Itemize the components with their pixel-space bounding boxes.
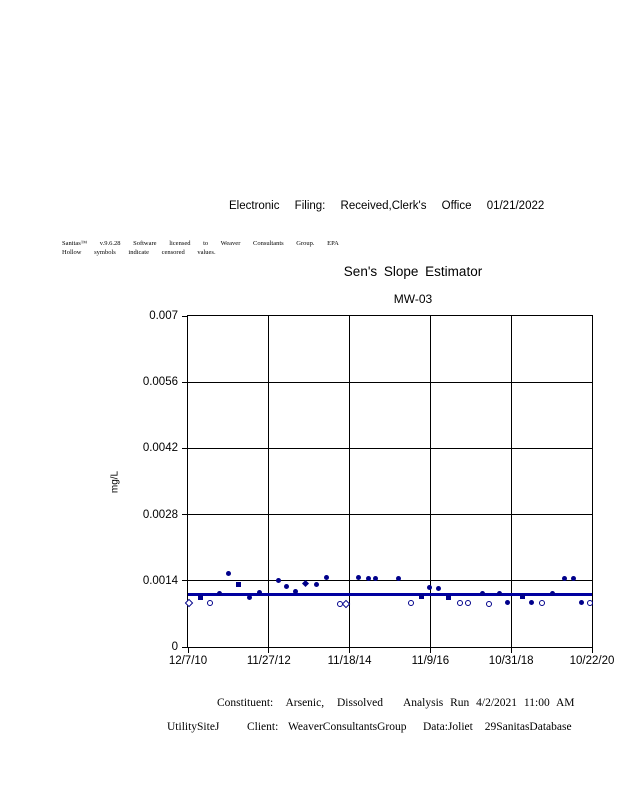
- x-tick-label: 11/9/16: [411, 655, 450, 667]
- y-axis-tick: [182, 381, 188, 383]
- y-tick-label: 0.0056: [142, 376, 178, 389]
- x-axis-tick: [268, 647, 270, 653]
- data-point-filled-circle: [257, 589, 263, 595]
- data-point-filled-circle: [396, 576, 402, 582]
- data-point-filled-circle: [276, 577, 282, 583]
- data-point-filled-square: [419, 594, 425, 600]
- y-tick-label: 0.0042: [142, 442, 178, 455]
- data-point-filled-circle: [314, 581, 320, 587]
- data-point-filled-circle: [578, 599, 584, 605]
- x-gridline: [349, 316, 351, 647]
- fine-print-line-1: Sanitas™ v.9.6.28 Software licensed to W…: [62, 240, 339, 247]
- sens-slope-plot-area: Sen's Slope Estimator MW-03 mg/L 0 0.0014…: [110, 264, 615, 667]
- y-axis-tick: [182, 580, 188, 582]
- data-point-filled-circle: [284, 583, 290, 589]
- y-axis-tick: [182, 447, 188, 449]
- fine-print-line-2: Hollow symbols indicate censored values.: [62, 249, 216, 256]
- x-axis-tick: [187, 647, 189, 653]
- x-gridline: [510, 316, 512, 647]
- data-point-filled-circle: [373, 576, 379, 582]
- data-point-filled-circle: [496, 590, 502, 596]
- y-axis-tick: [182, 514, 188, 516]
- data-point-filled-circle: [561, 576, 567, 582]
- analysis-run-text: Analysis Run 4/2/2021 11:00 AM: [403, 697, 575, 709]
- x-axis-tick: [510, 647, 512, 653]
- data-point-filled-circle: [436, 586, 442, 592]
- x-tick-label: 10/31/18: [488, 655, 534, 667]
- data-point-filled-circle: [529, 599, 535, 605]
- x-tick-label: 10/22/20: [569, 655, 615, 667]
- data-point-hollow-circle: [407, 599, 414, 606]
- data-point-filled-circle: [570, 576, 576, 582]
- sen-trend-line: [188, 592, 592, 596]
- data-point-filled-circle: [479, 590, 485, 596]
- data-point-filled-square: [197, 595, 203, 601]
- data-point-filled-square: [236, 581, 242, 587]
- chart-subtitle-well-id: MW-03: [393, 292, 433, 306]
- data-point-filled-circle: [247, 595, 253, 601]
- electronic-filing-header: Electronic Filing: Received,Clerk's Offi…: [229, 200, 545, 212]
- data-point-filled-circle: [323, 575, 329, 581]
- chart-title: Sen's Slope Estimator: [343, 264, 483, 279]
- x-axis-tick: [349, 647, 351, 653]
- data-point-filled-circle: [366, 576, 372, 582]
- data-point-filled-circle: [505, 599, 511, 605]
- y-gridline: [188, 447, 592, 449]
- data-point-hollow-diamond: [184, 598, 193, 607]
- data-point-hollow-circle: [456, 599, 463, 606]
- site-text: UtilitySiteJ: [167, 721, 220, 733]
- data-point-hollow-circle: [486, 600, 493, 607]
- constituent-text: Constituent: Arsenic, Dissolved: [217, 697, 383, 709]
- software-fine-print: Sanitas™ v.9.6.28 Software licensed to W…: [62, 239, 339, 257]
- data-point-filled-circle: [292, 588, 298, 594]
- data-point-filled-circle: [226, 571, 232, 577]
- data-point-hollow-circle: [465, 599, 472, 606]
- data-point-filled-square: [445, 595, 451, 601]
- data-point-filled-square: [519, 594, 525, 600]
- y-gridline: [188, 514, 592, 516]
- data-point-hollow-circle: [207, 599, 214, 606]
- data-point-filled-circle: [216, 590, 222, 596]
- data-point-filled-circle: [355, 575, 361, 581]
- y-tick-label: 0.0014: [142, 574, 178, 587]
- x-gridline: [268, 316, 270, 647]
- y-tick-label: 0.0028: [142, 508, 178, 521]
- x-tick-label: 11/27/12: [246, 655, 291, 667]
- y-gridline: [188, 580, 592, 582]
- x-tick-label: 11/18/14: [327, 655, 372, 667]
- x-axis-tick: [591, 647, 593, 653]
- data-point-hollow-circle: [539, 599, 546, 606]
- x-axis-tick: [429, 647, 431, 653]
- data-point-filled-circle: [550, 590, 556, 596]
- y-gridline: [188, 381, 592, 383]
- y-axis-tick: [182, 646, 188, 648]
- data-source-text: Data:Joliet 29SanitasDatabase: [423, 721, 572, 733]
- y-axis-label: mg/L: [109, 470, 121, 493]
- y-tick-label: 0.007: [149, 310, 178, 322]
- y-tick-label: 0: [171, 641, 178, 653]
- data-point-filled-circle: [427, 585, 433, 591]
- data-point-hollow-circle: [587, 599, 594, 606]
- y-axis-tick: [182, 315, 188, 317]
- client-text: Client: WeaverConsultantsGroup: [247, 721, 407, 733]
- x-gridline: [429, 316, 431, 647]
- x-tick-label: 12/7/10: [168, 655, 208, 667]
